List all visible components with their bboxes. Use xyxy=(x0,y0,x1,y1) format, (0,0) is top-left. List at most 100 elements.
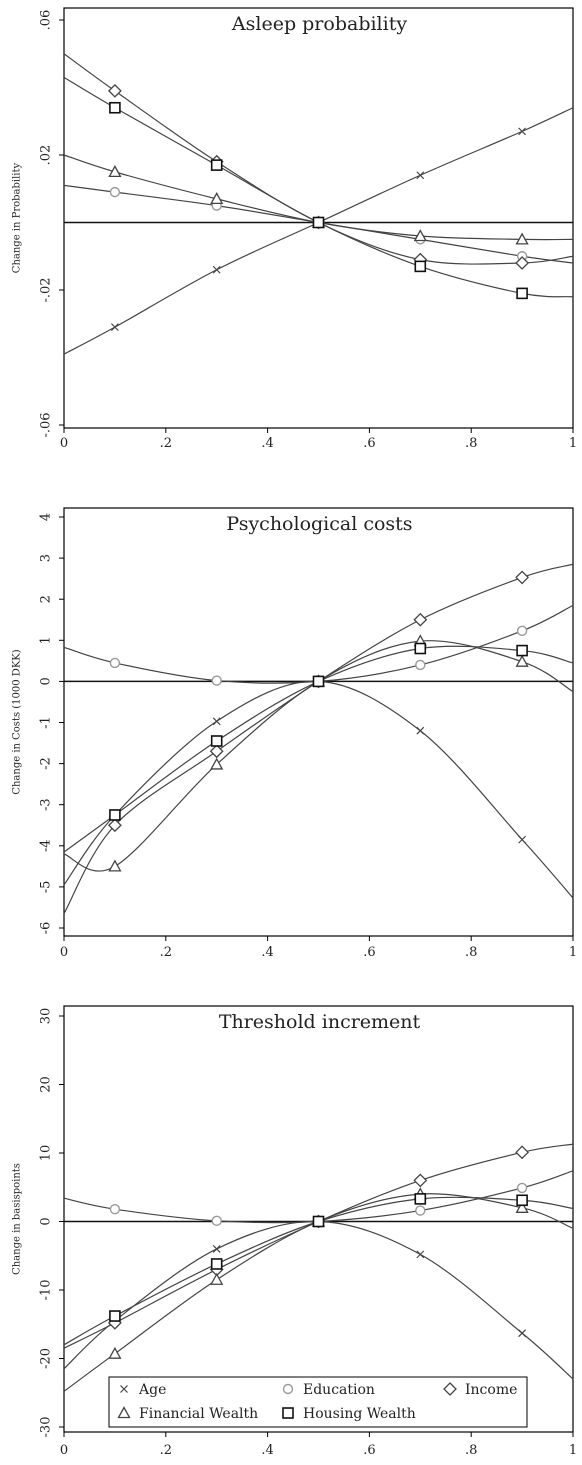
x-tick-label: .8 xyxy=(465,436,477,451)
series-income xyxy=(63,53,574,270)
data-point-diamond xyxy=(515,570,530,585)
x-tick-label: 1 xyxy=(569,1443,577,1458)
y-tick-label: -5 xyxy=(39,881,54,894)
series-age xyxy=(63,1217,574,1380)
series-age xyxy=(63,677,574,899)
data-point-square xyxy=(109,101,121,114)
data-point-circle xyxy=(211,1215,222,1227)
data-point-x xyxy=(518,835,527,844)
y-tick-label: -1 xyxy=(39,716,54,729)
data-point-square xyxy=(312,675,325,688)
data-point-square xyxy=(312,1215,325,1228)
legend-label: Education xyxy=(303,1382,375,1398)
data-point-circle xyxy=(516,625,528,637)
data-point-diamond xyxy=(107,83,122,98)
data-point-triangle xyxy=(515,232,529,245)
series-housing-wealth xyxy=(63,642,574,853)
data-point-x xyxy=(416,171,425,180)
data-point-circle xyxy=(415,659,426,671)
y-axis-title: Change in basispoints xyxy=(12,1163,23,1275)
data-point-square xyxy=(516,287,528,300)
chart-threshold-increment: 0 .2 .4 .6 .8 1 -30 -20 -10 0 10 20 30 Change in basi… xyxy=(12,1005,577,1458)
data-point-triangle xyxy=(210,192,224,205)
chart-psychological-costs: 0 .2 .4 .6 .8 1 -6 -5 -4 -3 -2 -1 0 1 2 3 4 Change in Cos… xyxy=(12,507,577,960)
series-line xyxy=(63,1220,574,1380)
data-point-circle xyxy=(516,1182,528,1194)
y-tick-label: 3 xyxy=(39,554,54,562)
x-tick-label: .2 xyxy=(160,436,172,451)
y-tick-label: 1 xyxy=(39,636,54,644)
series-age xyxy=(63,107,574,355)
y-tick-label: 20 xyxy=(39,1076,54,1093)
x-tick-label: 1 xyxy=(569,436,577,451)
y-tick-label: -30 xyxy=(39,1417,54,1438)
legend-item: Financial Wealth xyxy=(117,1406,258,1422)
legend-label: Housing Wealth xyxy=(303,1406,416,1422)
chart-panels: 0 .2 .4 .6 .8 1 -.06 -.02 .02 .06 Change in Probab… xyxy=(12,7,577,1458)
legend-item: Education xyxy=(282,1382,375,1398)
y-axis-title: Change in Probability xyxy=(12,162,23,273)
series-line xyxy=(63,680,574,899)
series-housing-wealth xyxy=(63,1193,574,1346)
legend-item: Age xyxy=(120,1382,166,1398)
data-point-triangle xyxy=(210,757,224,770)
y-tick-label: 10 xyxy=(39,1145,54,1162)
legend: Age Education Income Financial Wealth Housin… xyxy=(108,1376,528,1428)
y-tick-label: -.06 xyxy=(39,412,54,437)
y-tick-label: 30 xyxy=(39,1008,54,1025)
data-point-diamond xyxy=(515,256,530,270)
y-tick-label: .06 xyxy=(39,10,54,31)
data-point-square xyxy=(516,1194,528,1207)
x-tick-label: .4 xyxy=(261,436,273,451)
x-tick-label: 0 xyxy=(60,1443,68,1458)
y-tick-label: -2 xyxy=(39,757,54,770)
data-point-square xyxy=(414,1193,427,1205)
legend-marker-circle xyxy=(282,1383,294,1395)
data-point-triangle xyxy=(413,229,427,242)
data-point-triangle xyxy=(108,859,122,872)
data-point-circle xyxy=(109,186,121,198)
y-axis-title: Change in Costs (1000 DKK) xyxy=(12,649,23,794)
data-point-x xyxy=(212,717,221,726)
data-point-square xyxy=(210,735,223,747)
data-point-x xyxy=(518,1329,527,1338)
y-tick-label: -6 xyxy=(39,922,54,935)
y-tick-label: 0 xyxy=(39,677,54,685)
data-point-triangle xyxy=(108,165,122,178)
y-tick-label: 0 xyxy=(39,1217,54,1225)
x-tick-label: .6 xyxy=(363,436,375,451)
y-tick-label: .02 xyxy=(39,145,54,166)
series-line xyxy=(63,563,574,914)
series-financial-wealth xyxy=(63,634,574,872)
data-point-circle xyxy=(415,1205,426,1216)
data-point-x xyxy=(518,127,527,136)
series-education xyxy=(63,604,574,687)
data-point-triangle xyxy=(515,654,529,667)
x-tick-label: 0 xyxy=(60,945,68,960)
y-tick-label: -20 xyxy=(39,1348,54,1369)
data-point-triangle xyxy=(210,1272,224,1285)
panel-title: Asleep probability xyxy=(231,13,407,35)
plot-frame xyxy=(63,1005,574,1433)
legend-label: Financial Wealth xyxy=(139,1406,258,1422)
series-line xyxy=(63,53,574,265)
x-tick-label: .6 xyxy=(363,945,375,960)
x-tick-label: 1 xyxy=(569,945,577,960)
panel-title: Psychological costs xyxy=(226,513,412,535)
data-point-square xyxy=(414,642,427,655)
y-tick-label: -4 xyxy=(39,839,54,852)
y-tick-label: -3 xyxy=(39,798,54,811)
series-line xyxy=(63,640,574,872)
data-point-square xyxy=(210,159,223,171)
y-tick-label: -.02 xyxy=(39,277,54,302)
data-point-diamond xyxy=(413,1173,428,1188)
data-point-square xyxy=(210,1258,223,1270)
panel-title: Threshold increment xyxy=(219,1011,421,1033)
x-tick-label: .2 xyxy=(160,1443,172,1458)
legend-marker-x xyxy=(120,1385,128,1393)
legend-box xyxy=(108,1376,528,1428)
legend-marker-diamond xyxy=(443,1382,457,1396)
data-point-x xyxy=(416,1250,425,1259)
series-line xyxy=(63,1143,574,1349)
